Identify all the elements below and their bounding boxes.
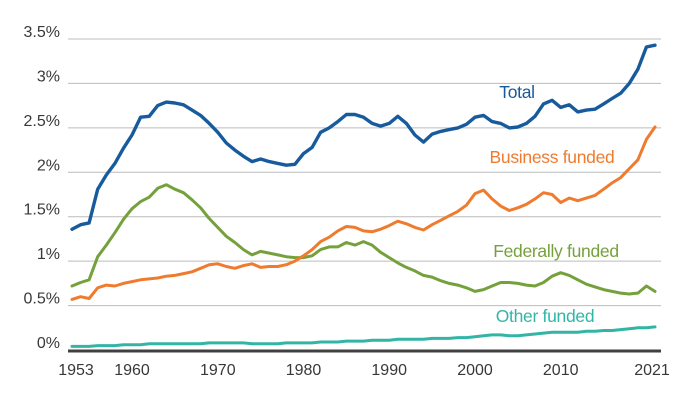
y-axis-tick-label: 1.5%	[24, 202, 60, 219]
y-axis-tick-label: 3.5%	[24, 24, 60, 41]
x-axis-tick-label: 1980	[286, 362, 322, 379]
series-label-federally-funded: Federally funded	[493, 241, 619, 261]
x-axis-tick-label: 1960	[114, 362, 150, 379]
x-axis-tick-label: 2000	[457, 362, 493, 379]
series-line-total	[70, 43, 657, 231]
x-axis-tick-label: 1990	[371, 362, 407, 379]
series-line-federally-funded	[70, 183, 657, 296]
y-axis-tick-label: 2%	[37, 157, 60, 174]
series-label-total: Total	[499, 82, 534, 102]
y-axis-tick-label: 0.5%	[24, 291, 60, 308]
x-axis-tick-label: 2010	[543, 362, 579, 379]
series-line-other-funded	[70, 325, 657, 348]
x-axis-tick-label: 1953	[58, 362, 94, 379]
y-axis-tick-label: 3%	[37, 68, 60, 85]
y-axis-tick-label: 2.5%	[24, 113, 60, 130]
series-line-business-funded	[70, 125, 657, 301]
series-label-other-funded: Other funded	[496, 306, 595, 326]
y-axis-tick-label: 0%	[37, 335, 60, 352]
y-axis-tick-label: 1%	[37, 246, 60, 263]
series-label-business-funded: Business funded	[490, 147, 615, 167]
x-axis-tick-label: 1970	[200, 362, 236, 379]
x-axis-tick-label: 2021	[634, 362, 670, 379]
